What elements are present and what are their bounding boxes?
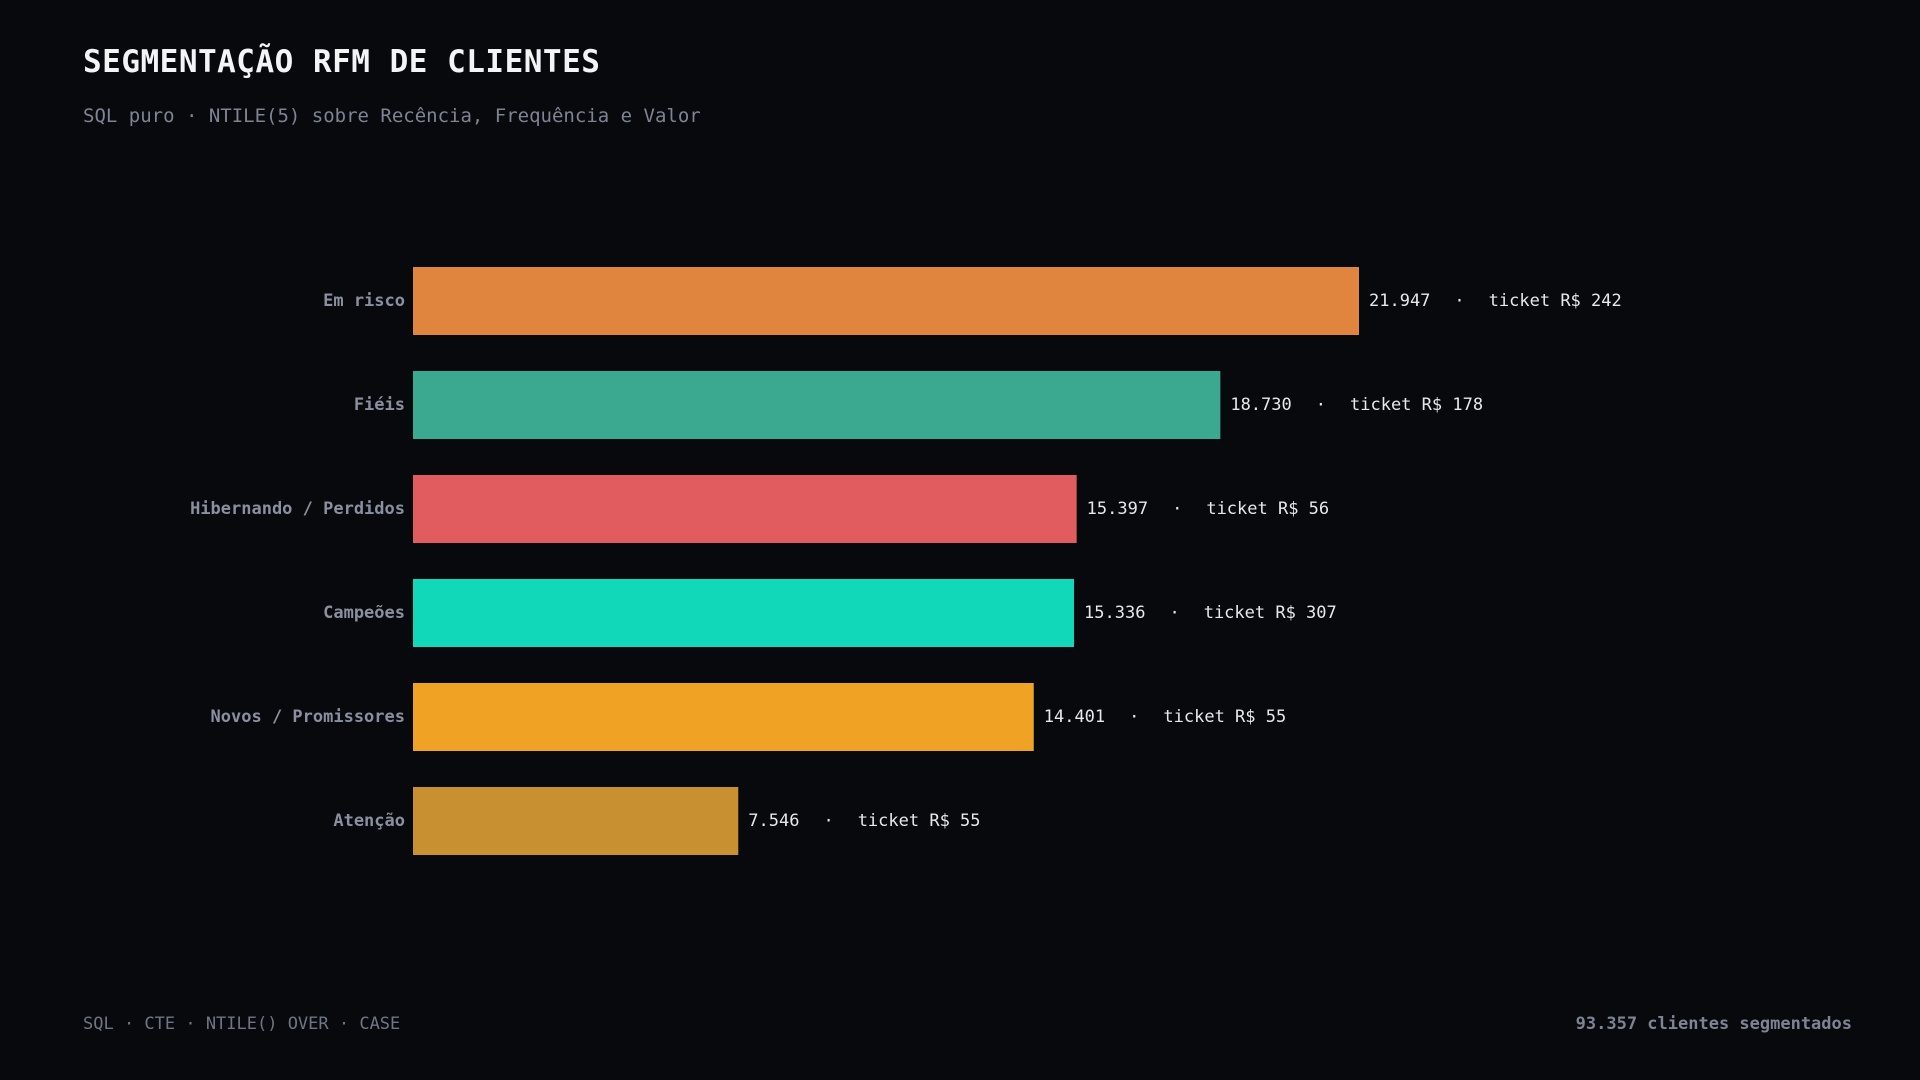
- bar-group: Novos / Promissores 14.401 · ticket R$ 55: [211, 683, 1287, 751]
- value-label: 14.401 · ticket R$ 55: [1044, 707, 1287, 727]
- separator-dot: ·: [1454, 291, 1464, 311]
- value-label: 15.397 · ticket R$ 56: [1087, 499, 1330, 519]
- separator-dot: ·: [1129, 707, 1139, 727]
- bar: [413, 683, 1034, 751]
- count-label: 15.336: [1084, 603, 1145, 623]
- bar: [413, 579, 1075, 647]
- separator-dot: ·: [1316, 395, 1326, 415]
- ticket-label: ticket R$ 56: [1206, 499, 1329, 519]
- value-label: 7.546 · ticket R$ 55: [748, 811, 980, 831]
- footer-total-clients: 93.357 clientes segmentados: [1575, 1014, 1852, 1034]
- count-label: 15.397: [1087, 499, 1148, 519]
- ticket-label: ticket R$ 178: [1350, 395, 1483, 415]
- ticket-label: ticket R$ 307: [1204, 603, 1337, 623]
- footer-tech-stack: SQL · CTE · NTILE() OVER · CASE: [83, 1014, 401, 1034]
- bar: [413, 787, 739, 855]
- value-label: 21.947 · ticket R$ 242: [1369, 291, 1622, 311]
- chart-title: SEGMENTAÇÃO RFM DE CLIENTES: [83, 44, 601, 80]
- value-label: 15.336 · ticket R$ 307: [1084, 603, 1337, 623]
- chart-subtitle: SQL puro · NTILE(5) sobre Recência, Freq…: [83, 105, 701, 127]
- count-label: 21.947: [1369, 291, 1430, 311]
- category-label: Hibernando / Perdidos: [190, 499, 405, 519]
- bar-group: Hibernando / Perdidos 15.397 · ticket R$ 56: [190, 475, 1329, 543]
- value-label: 18.730 · ticket R$ 178: [1230, 395, 1483, 415]
- bar: [413, 475, 1077, 543]
- separator-dot: ·: [1172, 499, 1182, 519]
- category-label: Fiéis: [354, 395, 405, 415]
- separator-dot: ·: [823, 811, 833, 831]
- category-label: Atenção: [333, 811, 405, 831]
- bar-group: Campeões 15.336 · ticket R$ 307: [323, 579, 1337, 647]
- count-label: 14.401: [1044, 707, 1105, 727]
- category-label: Novos / Promissores: [211, 707, 405, 727]
- bar: [413, 371, 1221, 439]
- bar: [413, 267, 1359, 335]
- ticket-label: ticket R$ 55: [858, 811, 981, 831]
- bar-group: Em risco 21.947 · ticket R$ 242: [323, 267, 1622, 335]
- count-label: 7.546: [748, 811, 799, 831]
- count-label: 18.730: [1230, 395, 1291, 415]
- ticket-label: ticket R$ 55: [1163, 707, 1286, 727]
- bar-group: Atenção 7.546 · ticket R$ 55: [333, 787, 981, 855]
- category-label: Em risco: [323, 291, 405, 311]
- bar-group: Fiéis 18.730 · ticket R$ 178: [354, 371, 1483, 439]
- separator-dot: ·: [1169, 603, 1179, 623]
- category-label: Campeões: [323, 603, 405, 623]
- ticket-label: ticket R$ 242: [1489, 291, 1622, 311]
